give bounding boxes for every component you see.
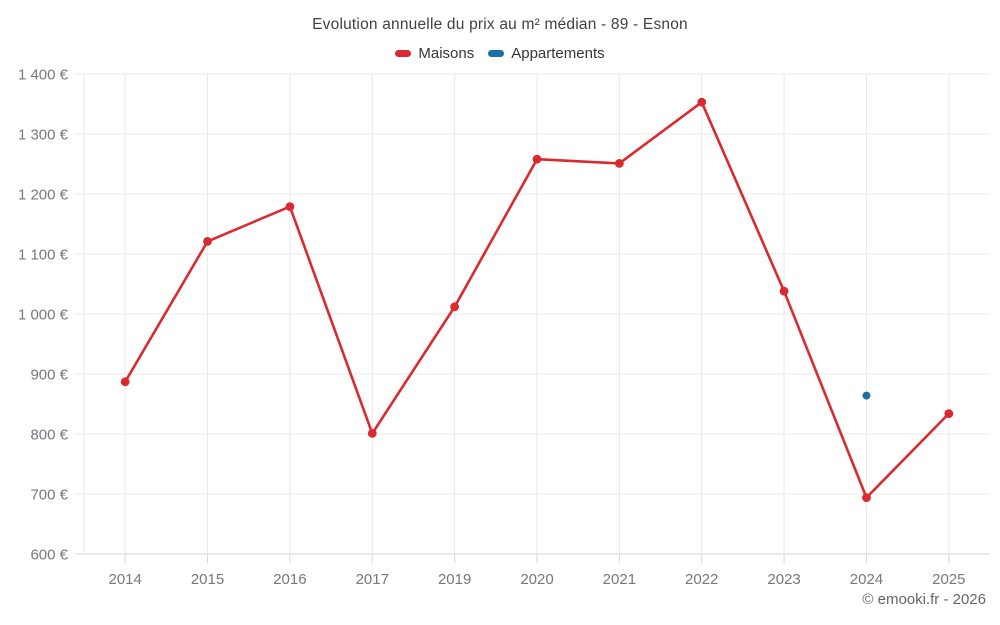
data-point-maisons-2022[interactable] [697, 97, 707, 107]
y-axis: 600 € 700 € 800 € 900 € 1 000 € 1 100 € 1 200 … [18, 67, 990, 564]
legend-swatch-maisons [395, 50, 412, 57]
svg-text:2025: 2025 [932, 571, 965, 588]
data-point-maisons-2021[interactable] [614, 159, 624, 168]
svg-text:1 100 €: 1 100 € [18, 247, 69, 264]
data-point-maisons-2025[interactable] [944, 409, 954, 418]
data-point-maisons-2015[interactable] [203, 237, 212, 246]
svg-text:2024: 2024 [850, 571, 883, 588]
legend-label: Maisons [418, 45, 475, 62]
svg-text:2023: 2023 [767, 571, 800, 588]
svg-text:2015: 2015 [191, 571, 224, 588]
svg-text:1 000 €: 1 000 € [18, 307, 69, 324]
svg-text:600 €: 600 € [30, 547, 68, 564]
series-maisons [120, 97, 954, 502]
data-point-maisons-2017[interactable] [367, 429, 377, 438]
svg-text:1 300 €: 1 300 € [18, 127, 69, 144]
x-axis: 2014 2015 2016 2017 2019 2020 2021 2022 2023 2024… [108, 74, 966, 588]
chart-legend: Maisons Appartements [0, 45, 1000, 62]
data-point-maisons-2023[interactable] [779, 286, 789, 296]
svg-text:800 €: 800 € [30, 427, 68, 444]
copyright-footer: © emooki.fr - 2026 [862, 591, 986, 608]
svg-text:2016: 2016 [273, 571, 306, 588]
data-point-maisons-2014[interactable] [120, 377, 130, 387]
data-point-maisons-2024[interactable] [862, 493, 871, 502]
data-point-maisons-2016[interactable] [285, 202, 295, 212]
data-point-maisons-2020[interactable] [532, 154, 542, 164]
svg-text:1 400 €: 1 400 € [18, 67, 69, 84]
series-appartements [862, 391, 871, 400]
data-point-maisons-2019[interactable] [450, 302, 460, 312]
svg-text:2021: 2021 [603, 571, 636, 588]
legend-item-appartements[interactable]: Appartements [488, 45, 605, 62]
legend-label: Appartements [511, 45, 605, 62]
svg-text:2022: 2022 [685, 571, 718, 588]
svg-text:700 €: 700 € [30, 487, 68, 504]
svg-text:2020: 2020 [520, 571, 553, 588]
legend-swatch-appartements [488, 50, 505, 57]
data-point-appartements-2024[interactable] [862, 391, 871, 400]
svg-text:2014: 2014 [108, 571, 141, 588]
svg-text:2019: 2019 [438, 571, 471, 588]
chart-title: Evolution annuelle du prix au m² médian … [312, 16, 688, 33]
svg-text:1 200 €: 1 200 € [18, 187, 69, 204]
legend-item-maisons[interactable]: Maisons [395, 45, 474, 62]
svg-text:2017: 2017 [356, 571, 389, 588]
svg-text:900 €: 900 € [30, 367, 68, 384]
